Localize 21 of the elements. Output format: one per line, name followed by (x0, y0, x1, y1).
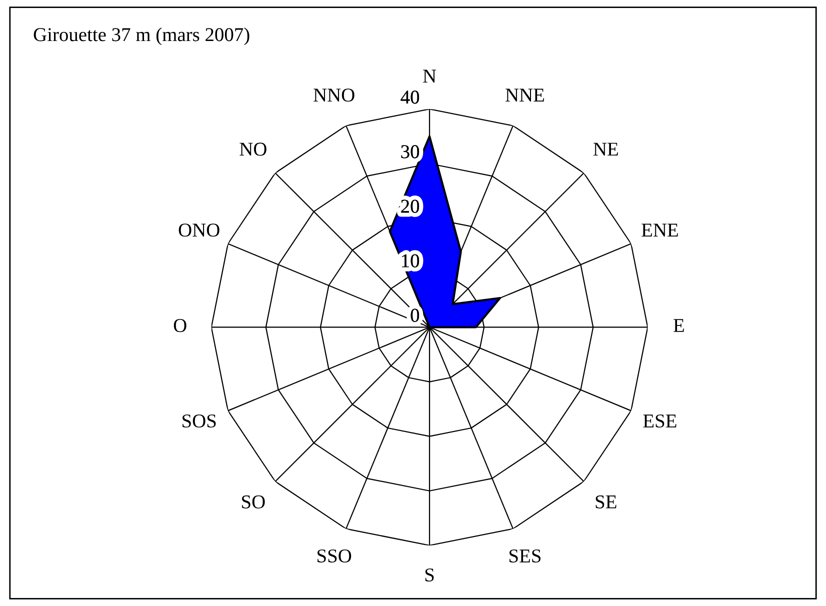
y-tick-label: 40 (400, 90, 420, 104)
spoke-label: NNO (314, 88, 354, 102)
spoke-label: ESE (643, 414, 676, 428)
spoke-label: O (174, 319, 186, 332)
spoke-label: ONO (178, 224, 220, 237)
y-tick-label: 30 (401, 145, 420, 158)
spoke-label: N (423, 70, 436, 83)
spoke-label: E (674, 319, 684, 332)
chart-title: Girouette 37 m (mars 2007) (34, 28, 250, 46)
y-tick-label: 20 (401, 200, 420, 213)
spoke-label: S (425, 568, 434, 582)
y-tick-label: 10 (402, 254, 420, 268)
spoke-label: ENE (642, 224, 678, 236)
spoke-label: SO (242, 495, 265, 508)
spoke-label: SSO (318, 549, 352, 563)
spoke-label: NO (240, 142, 266, 156)
spoke-label: SE (596, 495, 616, 508)
spoke-label: NE (593, 142, 618, 156)
spoke-label: SES (510, 549, 541, 563)
spoke-label: NNE (506, 88, 544, 102)
spoke-label: SOS (182, 414, 216, 428)
